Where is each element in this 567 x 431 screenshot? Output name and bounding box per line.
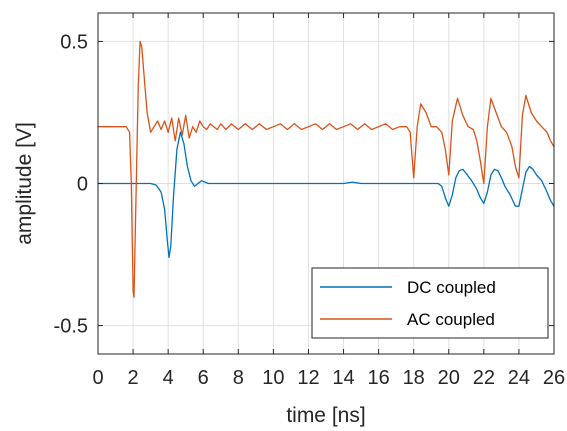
x-tick-label: 10	[262, 367, 284, 389]
x-tick-label: 6	[198, 367, 209, 389]
ticks	[97, 13, 555, 354]
x-axis-label: time [ns]	[286, 404, 365, 427]
y-tick-label: -0.5	[54, 316, 88, 338]
y-tick-label: 0.5	[60, 31, 88, 53]
x-tick-label: 26	[543, 367, 565, 389]
x-tick-label: 14	[332, 367, 354, 389]
x-tick-label: 24	[508, 367, 530, 389]
x-tick-label: 22	[473, 367, 495, 389]
x-tick-label: 18	[403, 367, 425, 389]
legend-label-ac-coupled: AC coupled	[407, 310, 495, 329]
y-tick-labels: -0.5 0 0.5	[54, 31, 88, 337]
x-tick-label: 8	[233, 367, 244, 389]
legend-label-dc-coupled: DC coupled	[407, 278, 496, 297]
y-axis-label: amplitude [V]	[13, 122, 36, 245]
series-line-ac-coupled	[97, 40, 555, 298]
x-tick-label: 0	[92, 367, 103, 389]
x-tick-label: 20	[438, 367, 460, 389]
x-tick-labels: 0 2 4 6 8 10 12 14 16 18 20 22 24 26	[92, 367, 565, 389]
legend: DC coupled AC coupled	[311, 267, 549, 339]
x-tick-label: 16	[367, 367, 389, 389]
x-tick-label: 12	[297, 367, 319, 389]
y-tick-label: 0	[77, 174, 88, 196]
legend-box	[311, 267, 549, 339]
series-group	[97, 40, 555, 298]
x-tick-label: 4	[163, 367, 174, 389]
series-line-dc-coupled	[97, 131, 555, 259]
x-tick-label: 2	[128, 367, 139, 389]
